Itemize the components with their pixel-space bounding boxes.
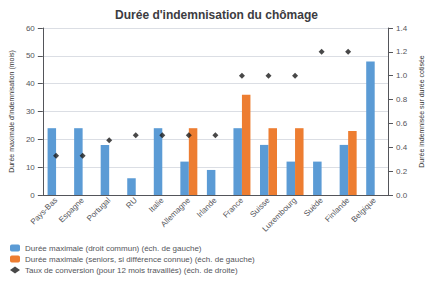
svg-text:Pays-Bas: Pays-Bas xyxy=(29,196,60,227)
svg-text:Taux de conversion (pour 12 mo: Taux de conversion (pour 12 mois travail… xyxy=(25,266,238,275)
svg-text:Espagne: Espagne xyxy=(57,195,86,224)
svg-text:0.8: 0.8 xyxy=(396,95,408,104)
svg-text:0: 0 xyxy=(30,191,35,200)
svg-text:0.6: 0.6 xyxy=(396,119,408,128)
svg-text:60: 60 xyxy=(26,24,35,33)
svg-text:France: France xyxy=(221,195,245,219)
svg-text:Suède: Suède xyxy=(302,195,325,218)
svg-text:0.0: 0.0 xyxy=(396,191,408,200)
svg-text:Allemagne: Allemagne xyxy=(159,195,192,228)
svg-text:Durée maximale d'indemnisation: Durée maximale d'indemnisation (mois) xyxy=(8,50,16,173)
svg-text:1.4: 1.4 xyxy=(396,24,408,33)
svg-text:0.2: 0.2 xyxy=(396,167,408,176)
svg-text:30: 30 xyxy=(26,107,35,116)
svg-text:Luxembourg: Luxembourg xyxy=(260,196,298,234)
svg-text:Belgique: Belgique xyxy=(350,195,379,224)
svg-text:20: 20 xyxy=(26,135,35,144)
svg-text:1.2: 1.2 xyxy=(396,47,408,56)
svg-text:0.4: 0.4 xyxy=(396,143,408,152)
svg-text:10: 10 xyxy=(26,163,35,172)
svg-text:Durée maximale (seniors, si di: Durée maximale (seniors, si différence c… xyxy=(25,255,255,264)
svg-text:1.0: 1.0 xyxy=(396,71,408,80)
svg-text:Italie: Italie xyxy=(147,195,166,214)
svg-text:50: 50 xyxy=(26,51,35,60)
svg-text:Durée d'indemnisation du chôma: Durée d'indemnisation du chômage xyxy=(115,8,318,22)
svg-text:Finlande: Finlande xyxy=(323,195,351,223)
svg-text:Durée maximale (droit commun): Durée maximale (droit commun) (éch. de g… xyxy=(25,244,202,253)
svg-text:40: 40 xyxy=(26,79,35,88)
svg-text:RU: RU xyxy=(124,196,139,211)
svg-text:Durée indemnisée sur durée cot: Durée indemnisée sur durée cotisée xyxy=(418,55,425,168)
svg-text:Portugal: Portugal xyxy=(85,196,113,224)
svg-text:Irlande: Irlande xyxy=(195,195,219,219)
svg-text:Suisse: Suisse xyxy=(248,195,272,219)
